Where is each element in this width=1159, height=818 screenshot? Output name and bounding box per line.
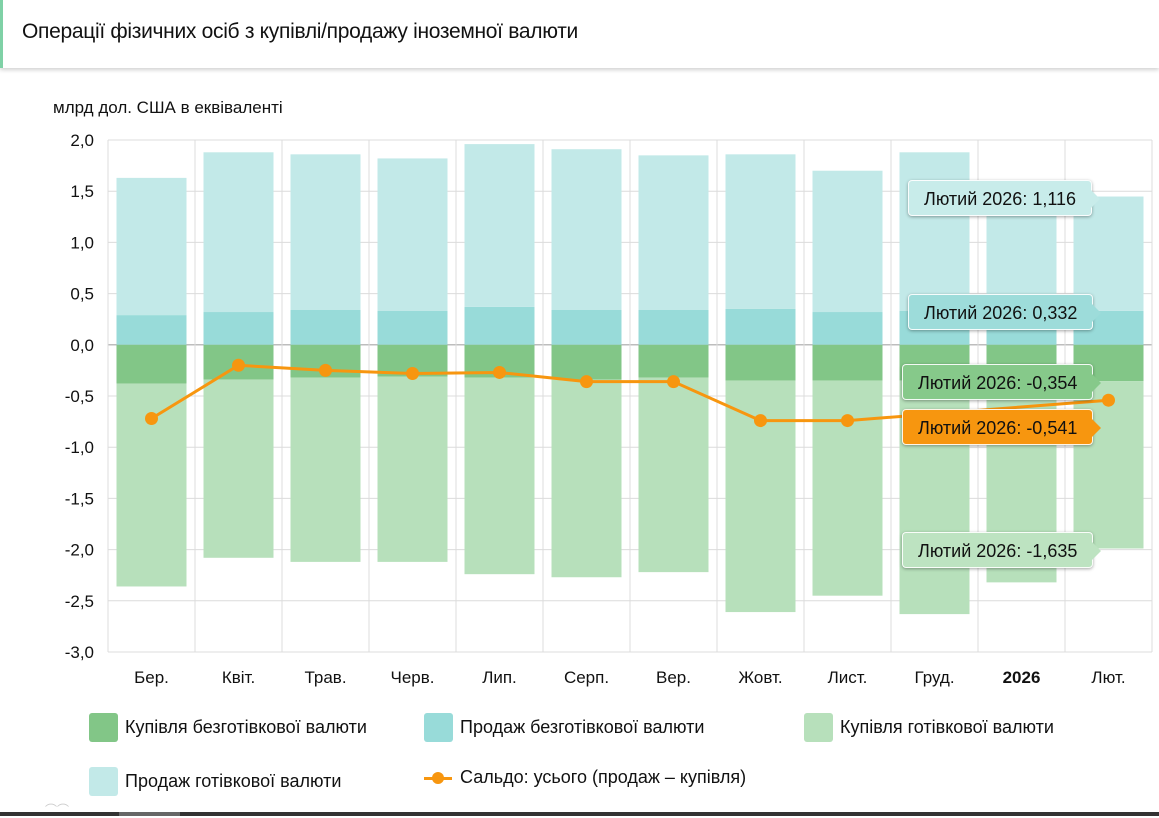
bar-buy-noncash[interactable] xyxy=(116,344,187,384)
horizontal-scrollbar[interactable] xyxy=(0,812,1159,816)
saldo-point[interactable] xyxy=(493,365,506,379)
bar-sell-noncash[interactable] xyxy=(203,312,274,345)
saldo-point[interactable] xyxy=(232,358,245,372)
x-tick-label: 2026 xyxy=(1003,668,1041,687)
bar-sell-noncash[interactable] xyxy=(725,308,796,345)
y-tick-label: -1,0 xyxy=(65,438,94,457)
x-tick-label: Трав. xyxy=(304,668,346,687)
bar-sell-noncash[interactable] xyxy=(377,311,448,345)
legend-label: Купівля безготівкової валюти xyxy=(125,717,367,737)
bar-buy-cash[interactable] xyxy=(551,379,622,578)
bar-sell-cash[interactable] xyxy=(551,149,622,310)
x-tick-label: Бер. xyxy=(134,668,169,687)
bar-sell-noncash[interactable] xyxy=(812,312,883,345)
y-tick-label: -2,0 xyxy=(65,541,94,560)
y-axis-ticks: 2,0 1,5 1,0 0,5 0,0 -0,5 -1,0 -1,5 -2,0 -2,5 -3,0 xyxy=(65,131,94,662)
chart-header: Операції фізичних осіб з купівлі/продажу… xyxy=(0,0,1159,68)
legend-swatch-icon xyxy=(424,713,453,742)
saldo-point[interactable] xyxy=(145,412,158,426)
bar-buy-cash[interactable] xyxy=(377,376,448,562)
legend-label: Продаж безготівкової валюти xyxy=(460,717,705,737)
saldo-point[interactable] xyxy=(580,375,593,389)
y-tick-label: 2,0 xyxy=(70,131,94,150)
y-tick-label: 0,5 xyxy=(70,285,94,304)
chart-title: Операції фізичних осіб з купівлі/продажу… xyxy=(22,20,578,43)
saldo-line xyxy=(150,363,1109,423)
legend-item-saldo[interactable]: Сальдо: усього (продаж – купівля) xyxy=(424,767,746,788)
bar-buy-noncash[interactable] xyxy=(551,344,622,380)
bar-buy-noncash[interactable] xyxy=(812,344,883,381)
bar-sell-noncash[interactable] xyxy=(290,309,361,345)
x-tick-label: Серп. xyxy=(564,668,609,687)
x-tick-label: Лип. xyxy=(482,668,517,687)
legend-swatch-icon xyxy=(804,713,833,742)
bar-sell-cash[interactable] xyxy=(290,154,361,310)
x-axis-ticks: Бер. Квіт. Трав. Черв. Лип. Серп. Вер. Жовт. Лис… xyxy=(134,668,1125,687)
legend-item-buy-noncash[interactable]: Купівля безготівкової валюти xyxy=(89,713,367,742)
x-tick-label: Черв. xyxy=(391,668,435,687)
tooltip-saldo: Лютий 2026: -0,541 xyxy=(902,409,1102,445)
x-tick-label: Жовт. xyxy=(738,668,782,687)
x-tick-label: Лют. xyxy=(1091,668,1125,687)
saldo-point[interactable] xyxy=(841,414,854,428)
x-tick-label: Квіт. xyxy=(222,668,255,687)
bar-sell-noncash[interactable] xyxy=(116,315,187,345)
bar-buy-cash[interactable] xyxy=(464,377,535,575)
y-tick-label: 1,5 xyxy=(70,182,94,201)
y-tick-label: 1,0 xyxy=(70,233,94,252)
legend-label: Купівля готівкової валюти xyxy=(840,717,1054,737)
y-tick-label: 0,0 xyxy=(70,336,94,355)
legend-swatch-icon xyxy=(89,767,118,796)
legend-label: Сальдо: усього (продаж – купівля) xyxy=(460,767,747,787)
legend-item-sell-noncash[interactable]: Продаж безготівкової валюти xyxy=(424,713,704,742)
bar-buy-noncash[interactable] xyxy=(725,344,796,381)
legend-label: Продаж готівкової валюти xyxy=(125,771,342,791)
x-tick-label: Вер. xyxy=(656,668,691,687)
bar-sell-cash[interactable] xyxy=(638,155,709,310)
bar-sell-cash[interactable] xyxy=(464,144,535,307)
saldo-point[interactable] xyxy=(754,414,767,428)
y-tick-label: -2,5 xyxy=(65,592,94,611)
bar-sell-noncash[interactable] xyxy=(638,309,709,345)
bar-sell-cash[interactable] xyxy=(116,177,187,316)
bar-sell-noncash[interactable] xyxy=(551,309,622,345)
bar-buy-cash[interactable] xyxy=(290,377,361,562)
bar-buy-cash[interactable] xyxy=(1073,381,1144,549)
y-axis-unit-label: млрд дол. США в еквіваленті xyxy=(53,98,283,117)
legend-swatch-icon xyxy=(89,713,118,742)
saldo-point[interactable] xyxy=(319,363,332,377)
legend-item-sell-cash[interactable]: Продаж готівкової валюти xyxy=(89,767,341,796)
saldo-point[interactable] xyxy=(667,375,680,389)
tooltip-sell-noncash: Лютий 2026: 0,332 xyxy=(908,294,1102,330)
legend-line-marker-icon xyxy=(424,771,452,785)
bar-series xyxy=(116,144,1144,615)
saldo-point[interactable] xyxy=(1102,393,1115,407)
x-tick-label: Лист. xyxy=(828,668,868,687)
x-tick-label: Груд. xyxy=(914,668,954,687)
tooltip-sell-cash: Лютий 2026: 1,116 xyxy=(908,180,1101,216)
bar-sell-noncash[interactable] xyxy=(464,306,535,345)
y-tick-label: -0,5 xyxy=(65,387,94,406)
saldo-line-series xyxy=(145,358,1115,428)
bar-sell-cash[interactable] xyxy=(812,170,883,313)
bar-buy-noncash[interactable] xyxy=(638,344,709,378)
saldo-point[interactable] xyxy=(406,366,419,380)
bar-sell-cash[interactable] xyxy=(203,152,274,313)
tooltip-buy-cash: Лютий 2026: -1,635 xyxy=(902,532,1102,568)
bar-buy-cash[interactable] xyxy=(203,379,274,558)
bar-buy-cash[interactable] xyxy=(638,377,709,573)
scrollbar-thumb[interactable] xyxy=(119,812,180,816)
legend-item-buy-cash[interactable]: Купівля готівкової валюти xyxy=(804,713,1054,742)
y-tick-label: -3,0 xyxy=(65,643,94,662)
y-tick-label: -1,5 xyxy=(65,489,94,508)
tooltip-buy-noncash: Лютий 2026: -0,354 xyxy=(902,364,1102,400)
bar-sell-cash[interactable] xyxy=(899,152,970,312)
bar-sell-cash[interactable] xyxy=(725,154,796,309)
bar-buy-cash[interactable] xyxy=(812,380,883,596)
bar-sell-cash[interactable] xyxy=(377,158,448,312)
